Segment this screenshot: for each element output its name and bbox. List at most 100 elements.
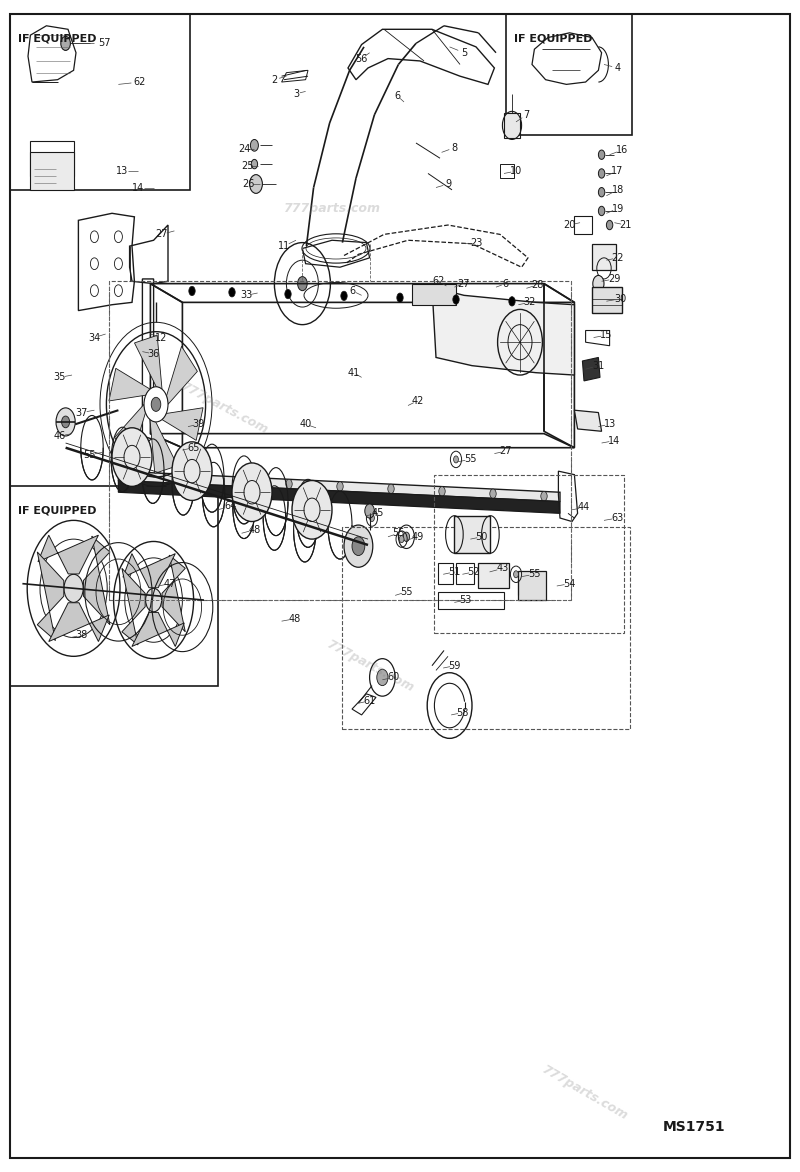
Text: 50: 50 <box>475 532 488 541</box>
Polygon shape <box>574 410 602 431</box>
Circle shape <box>598 169 605 178</box>
Polygon shape <box>122 568 145 645</box>
Text: 41: 41 <box>347 368 360 377</box>
Polygon shape <box>38 552 64 641</box>
Circle shape <box>388 484 394 493</box>
Polygon shape <box>123 553 175 587</box>
Text: 27: 27 <box>458 279 470 288</box>
Bar <box>454 516 490 553</box>
Text: 54: 54 <box>563 579 576 588</box>
Text: 62: 62 <box>134 77 146 87</box>
Text: MS1751: MS1751 <box>663 1120 726 1134</box>
Text: 60: 60 <box>387 673 400 682</box>
Text: 55: 55 <box>83 450 96 459</box>
Circle shape <box>344 525 373 567</box>
Bar <box>592 287 622 313</box>
Bar <box>434 475 624 633</box>
Text: 42: 42 <box>411 396 424 406</box>
Text: 28: 28 <box>531 280 544 289</box>
Text: IF EQUIPPED: IF EQUIPPED <box>18 505 96 516</box>
Bar <box>10 486 218 686</box>
Bar <box>506 14 632 135</box>
Text: 27: 27 <box>499 447 512 456</box>
Polygon shape <box>162 556 186 632</box>
Circle shape <box>146 588 162 612</box>
Text: 48: 48 <box>288 614 301 624</box>
Circle shape <box>286 479 292 489</box>
Circle shape <box>133 472 139 482</box>
Circle shape <box>62 416 70 428</box>
Text: 17: 17 <box>611 166 624 176</box>
Bar <box>109 281 571 600</box>
Text: 10: 10 <box>510 166 522 176</box>
Text: 53: 53 <box>459 595 472 605</box>
Text: 18: 18 <box>611 185 624 195</box>
Polygon shape <box>132 613 184 647</box>
Text: 26: 26 <box>242 179 254 189</box>
Text: 39: 39 <box>192 420 205 429</box>
Circle shape <box>250 175 262 193</box>
Circle shape <box>365 504 374 518</box>
Text: 36: 36 <box>147 349 160 359</box>
Text: 22: 22 <box>611 253 624 263</box>
Bar <box>438 592 504 609</box>
Circle shape <box>593 275 604 292</box>
Text: 51: 51 <box>448 567 461 577</box>
Text: 46: 46 <box>54 431 66 441</box>
Text: 4: 4 <box>614 63 621 73</box>
Polygon shape <box>118 471 560 502</box>
Text: 777parts.com: 777parts.com <box>538 1063 630 1122</box>
Circle shape <box>61 36 70 50</box>
Circle shape <box>598 206 605 216</box>
Circle shape <box>541 491 547 500</box>
Text: 55: 55 <box>464 455 477 464</box>
Text: 49: 49 <box>411 532 424 541</box>
Bar <box>574 216 592 234</box>
Text: 2: 2 <box>271 75 278 84</box>
Circle shape <box>172 442 212 500</box>
Text: 23: 23 <box>470 238 482 247</box>
Circle shape <box>337 482 343 491</box>
Text: 40: 40 <box>299 420 312 429</box>
Circle shape <box>377 669 388 686</box>
Text: 43: 43 <box>496 564 509 573</box>
Text: 777parts.com: 777parts.com <box>178 380 270 436</box>
Circle shape <box>438 486 445 496</box>
Bar <box>500 164 514 178</box>
Text: 15: 15 <box>600 331 613 340</box>
Text: 55: 55 <box>528 570 541 579</box>
Circle shape <box>251 159 258 169</box>
Text: 52: 52 <box>467 567 480 577</box>
Circle shape <box>235 477 242 486</box>
Circle shape <box>598 188 605 197</box>
Text: 56: 56 <box>355 54 368 63</box>
Circle shape <box>352 537 365 556</box>
Text: 8: 8 <box>451 143 458 152</box>
Bar <box>30 141 74 176</box>
Circle shape <box>509 297 515 306</box>
Circle shape <box>250 139 258 151</box>
Polygon shape <box>582 357 600 381</box>
Text: 11: 11 <box>278 241 290 251</box>
Text: 30: 30 <box>614 294 626 304</box>
Bar <box>30 152 74 190</box>
Bar <box>438 563 453 584</box>
Circle shape <box>229 287 235 297</box>
Circle shape <box>397 293 403 302</box>
Text: 57: 57 <box>98 39 110 48</box>
Polygon shape <box>114 404 146 463</box>
Text: 37: 37 <box>75 408 88 417</box>
Text: 777parts.com: 777parts.com <box>324 638 415 694</box>
Bar <box>342 527 630 729</box>
Circle shape <box>514 571 518 578</box>
Text: 777parts.com: 777parts.com <box>283 202 381 216</box>
Text: 29: 29 <box>608 274 621 284</box>
Circle shape <box>285 289 291 299</box>
Circle shape <box>151 397 161 411</box>
Text: 33: 33 <box>240 291 253 300</box>
Circle shape <box>399 536 404 543</box>
Text: 55: 55 <box>400 587 413 597</box>
Text: 32: 32 <box>523 298 536 307</box>
Circle shape <box>189 286 195 295</box>
Circle shape <box>598 150 605 159</box>
